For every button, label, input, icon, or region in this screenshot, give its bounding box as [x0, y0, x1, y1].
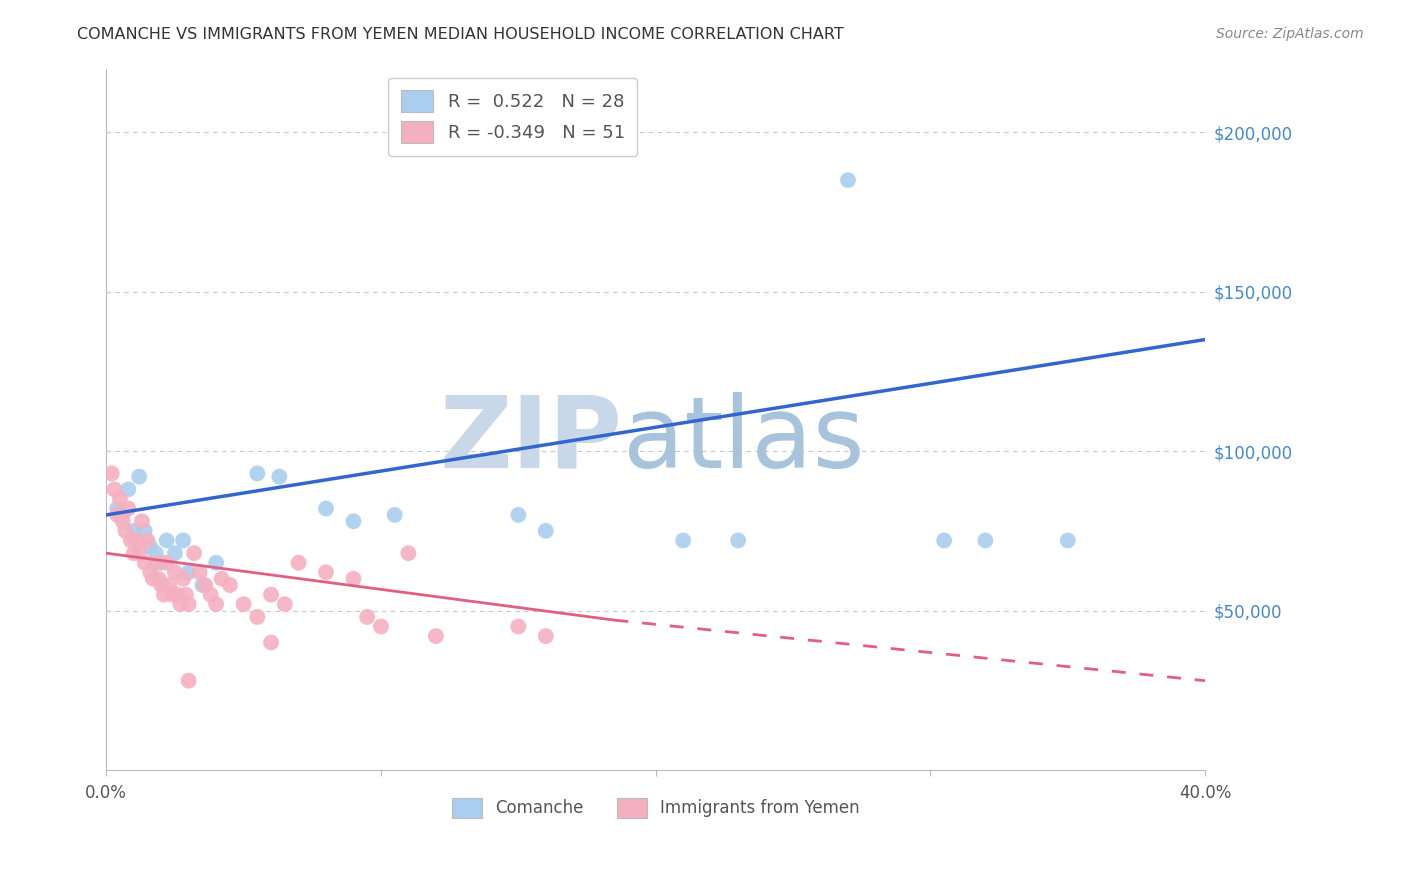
Point	[163, 566, 186, 580]
Point	[508, 619, 530, 633]
Point	[194, 578, 217, 592]
Point	[100, 467, 122, 481]
Point	[136, 533, 159, 548]
Point	[105, 508, 128, 522]
Point	[260, 588, 283, 602]
Point	[396, 546, 419, 560]
Point	[672, 533, 695, 548]
Point	[103, 483, 125, 497]
Point	[145, 556, 167, 570]
Point	[315, 501, 337, 516]
Point	[128, 546, 150, 560]
Point	[211, 572, 233, 586]
Point	[384, 508, 406, 522]
Text: Source: ZipAtlas.com: Source: ZipAtlas.com	[1216, 27, 1364, 41]
Point	[269, 469, 291, 483]
Point	[356, 610, 378, 624]
Point	[163, 546, 186, 560]
Point	[727, 533, 749, 548]
Point	[342, 514, 364, 528]
Point	[150, 578, 173, 592]
Point	[139, 566, 162, 580]
Text: atlas: atlas	[623, 392, 865, 489]
Point	[534, 629, 557, 643]
Point	[218, 578, 240, 592]
Point	[172, 572, 194, 586]
Text: COMANCHE VS IMMIGRANTS FROM YEMEN MEDIAN HOUSEHOLD INCOME CORRELATION CHART: COMANCHE VS IMMIGRANTS FROM YEMEN MEDIAN…	[77, 27, 844, 42]
Point	[150, 556, 173, 570]
Point	[188, 566, 211, 580]
Point	[205, 556, 228, 570]
Point	[117, 483, 139, 497]
Point	[508, 508, 530, 522]
Point	[111, 514, 134, 528]
Point	[142, 572, 165, 586]
Point	[177, 673, 200, 688]
Point	[159, 578, 181, 592]
Point	[315, 566, 337, 580]
Point	[105, 501, 128, 516]
Point	[128, 469, 150, 483]
Point	[166, 588, 188, 602]
Point	[191, 578, 214, 592]
Point	[122, 524, 145, 538]
Point	[200, 588, 222, 602]
Text: ZIP: ZIP	[440, 392, 623, 489]
Point	[246, 467, 269, 481]
Point	[139, 540, 162, 554]
Point	[837, 173, 859, 187]
Point	[153, 588, 176, 602]
Point	[117, 501, 139, 516]
Point	[274, 597, 297, 611]
Point	[260, 635, 283, 649]
Legend: Comanche, Immigrants from Yemen: Comanche, Immigrants from Yemen	[446, 791, 866, 825]
Point	[934, 533, 956, 548]
Point	[177, 597, 200, 611]
Point	[108, 491, 131, 506]
Point	[342, 572, 364, 586]
Point	[246, 610, 269, 624]
Point	[172, 533, 194, 548]
Point	[205, 597, 228, 611]
Point	[120, 533, 142, 548]
Point	[169, 597, 191, 611]
Point	[177, 566, 200, 580]
Point	[534, 524, 557, 538]
Point	[134, 524, 156, 538]
Point	[145, 546, 167, 560]
Point	[122, 546, 145, 560]
Point	[114, 524, 136, 538]
Point	[287, 556, 309, 570]
Point	[174, 588, 197, 602]
Point	[156, 556, 179, 570]
Point	[125, 533, 148, 548]
Point	[183, 546, 205, 560]
Point	[425, 629, 447, 643]
Point	[156, 533, 179, 548]
Point	[974, 533, 997, 548]
Point	[370, 619, 392, 633]
Point	[232, 597, 254, 611]
Point	[111, 508, 134, 522]
Point	[160, 588, 183, 602]
Point	[134, 556, 156, 570]
Point	[131, 514, 153, 528]
Point	[148, 572, 170, 586]
Point	[1056, 533, 1078, 548]
